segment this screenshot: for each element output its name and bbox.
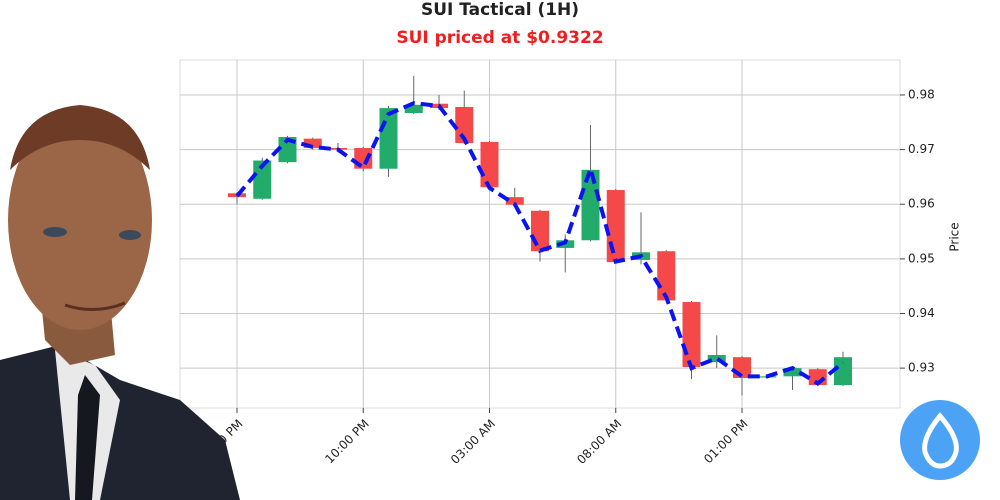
x-tick-label: 08:00 AM xyxy=(574,417,624,467)
candle-body xyxy=(707,355,726,363)
y-tick-label: 0.95 xyxy=(908,251,935,265)
x-tick-label: 01:00 PM xyxy=(701,417,750,466)
x-tick-label: 03:00 AM xyxy=(448,417,498,467)
y-tick-label: 0.93 xyxy=(908,361,935,375)
y-tick-label: 0.96 xyxy=(908,197,935,211)
candle-body xyxy=(606,190,625,263)
candle-body xyxy=(505,197,524,205)
person-illustration xyxy=(0,105,240,500)
candle-body xyxy=(657,251,676,301)
candle-body xyxy=(404,104,423,113)
candle-body xyxy=(581,169,600,241)
candle-body xyxy=(455,106,474,144)
candle-body xyxy=(531,210,549,252)
candle-body xyxy=(480,141,499,188)
x-tick-label: 10:00 PM xyxy=(322,417,371,466)
sui-logo xyxy=(900,400,980,480)
y-axis-label: Price xyxy=(948,222,962,251)
candle-body xyxy=(834,357,852,386)
y-tick-label: 0.98 xyxy=(908,87,935,101)
y-tick-label: 0.97 xyxy=(908,142,935,156)
candle-body xyxy=(682,302,701,368)
candle-body xyxy=(379,108,398,169)
candle-body xyxy=(278,137,297,163)
trend-line xyxy=(235,101,845,386)
candle-body xyxy=(253,160,272,199)
candle-body xyxy=(783,368,802,377)
chart-subtitle: SUI priced at $0.9322 xyxy=(396,28,603,48)
candle-body xyxy=(303,138,322,148)
chart-title: SUI Tactical (1H) xyxy=(421,0,579,20)
y-tick-label: 0.94 xyxy=(908,306,935,320)
